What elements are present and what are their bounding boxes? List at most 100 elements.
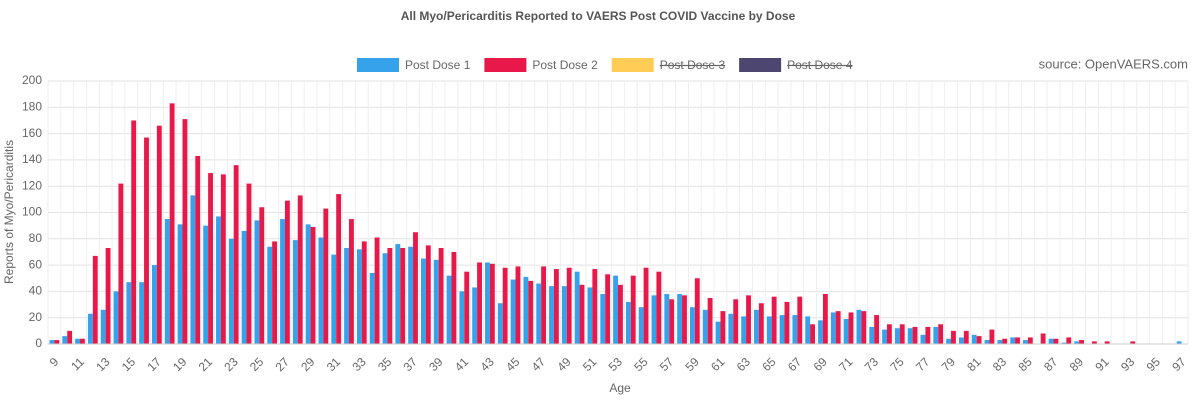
legend-label[interactable]: Post Dose 4	[787, 58, 853, 72]
x-tick-label: 53	[606, 354, 626, 374]
bar	[766, 316, 772, 344]
bar	[715, 321, 721, 344]
bar	[587, 287, 593, 344]
bar	[630, 275, 636, 344]
bar	[912, 326, 918, 344]
x-tick-label: 19	[170, 354, 190, 374]
bar	[797, 296, 803, 344]
x-tick-label: 69	[811, 354, 831, 374]
y-tick-label: 60	[29, 257, 43, 271]
bar	[420, 258, 426, 344]
bar	[144, 137, 149, 344]
bar	[592, 269, 598, 344]
bar	[318, 237, 324, 344]
bar	[541, 266, 547, 344]
bar	[408, 246, 414, 344]
x-tick-label: 39	[426, 354, 446, 374]
x-tick-label: 25	[247, 354, 267, 374]
bar	[169, 103, 175, 344]
bar	[920, 334, 926, 344]
bar	[489, 263, 495, 344]
x-tick-label: 51	[580, 354, 600, 374]
bar	[515, 266, 521, 344]
legend-swatch	[357, 58, 399, 72]
bar	[1130, 341, 1136, 344]
x-tick-label: 43	[478, 354, 498, 374]
x-tick-label: 77	[913, 354, 933, 374]
bar	[356, 249, 362, 344]
x-tick-label: 63	[734, 354, 754, 374]
bar	[1010, 337, 1016, 344]
bar	[746, 295, 751, 344]
bar	[477, 262, 482, 344]
bar	[600, 294, 606, 344]
x-tick-label: 59	[682, 354, 702, 374]
bar	[323, 208, 329, 344]
bar	[87, 313, 93, 344]
bar	[886, 324, 892, 344]
bar	[643, 267, 649, 344]
bar	[164, 219, 170, 344]
bar	[305, 224, 311, 344]
x-tick-label: 41	[452, 354, 472, 374]
bar	[369, 272, 375, 344]
bar	[336, 194, 342, 344]
x-tick-label: 17	[144, 354, 164, 374]
bar	[733, 299, 739, 344]
bar	[574, 271, 580, 344]
bar	[728, 313, 734, 344]
bar	[292, 240, 298, 344]
bar	[848, 312, 854, 344]
bar	[92, 255, 98, 344]
y-tick-label: 20	[29, 310, 43, 324]
bar	[694, 278, 700, 344]
legend-label[interactable]: Post Dose 1	[405, 58, 471, 72]
bar	[843, 319, 849, 344]
legend-label[interactable]: Post Dose 3	[660, 58, 726, 72]
x-tick-label: 95	[1144, 354, 1164, 374]
bar	[131, 120, 137, 344]
bar	[933, 326, 939, 344]
bar	[1061, 342, 1067, 344]
bar	[754, 309, 759, 344]
bar	[869, 326, 875, 344]
y-tick-label: 40	[29, 284, 43, 298]
bar	[625, 301, 631, 344]
bar	[810, 324, 816, 344]
bar	[190, 195, 196, 344]
bar	[374, 237, 380, 344]
bar	[297, 195, 303, 344]
bar	[758, 303, 764, 344]
bar	[818, 320, 823, 344]
bar	[241, 230, 247, 344]
x-tick-label: 11	[68, 354, 87, 373]
bar	[177, 224, 183, 344]
bar	[267, 246, 273, 344]
bar	[720, 311, 726, 344]
bar	[387, 248, 393, 344]
x-tick-label: 93	[1118, 354, 1138, 374]
bar	[907, 328, 913, 344]
bar	[664, 294, 670, 344]
bar	[784, 301, 790, 344]
y-tick-label: 140	[22, 152, 42, 166]
bar	[459, 291, 465, 344]
bar	[433, 259, 439, 344]
bar	[835, 311, 841, 344]
bar	[830, 312, 836, 344]
chart-title: All Myo/Pericarditis Reported to VAERS P…	[401, 9, 796, 23]
bar	[963, 330, 969, 344]
bar	[689, 307, 695, 344]
bar	[182, 119, 188, 344]
bar	[958, 337, 964, 344]
bar	[1002, 338, 1008, 344]
bar	[707, 297, 713, 344]
x-tick-label: 87	[1041, 354, 1061, 374]
bar	[246, 183, 252, 344]
bar	[280, 219, 285, 344]
legend-label[interactable]: Post Dose 2	[532, 58, 598, 72]
bar	[216, 216, 221, 344]
x-axis-title: Age	[609, 381, 631, 395]
bar	[677, 294, 683, 344]
